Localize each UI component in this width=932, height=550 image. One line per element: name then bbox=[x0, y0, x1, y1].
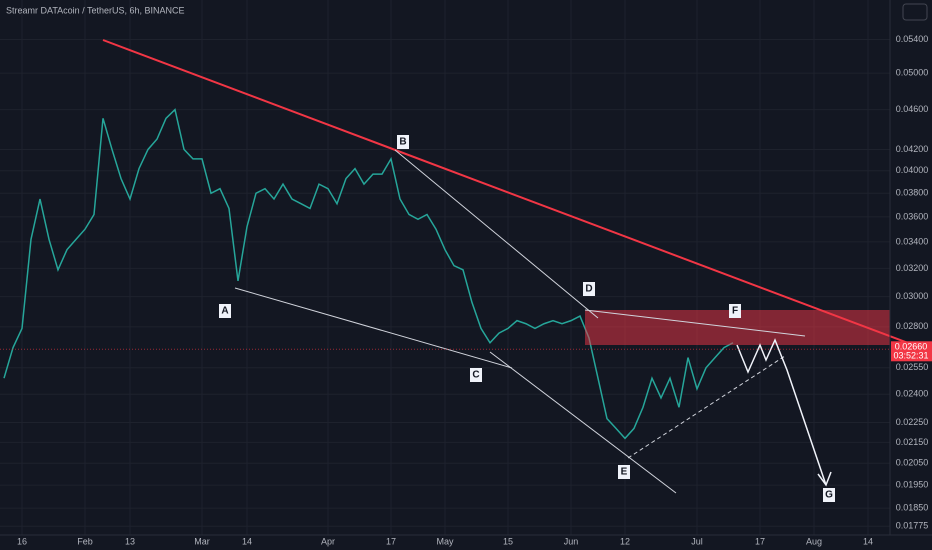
y-tick-label: 0.05000 bbox=[896, 68, 929, 78]
x-tick-label: 14 bbox=[863, 536, 873, 546]
countdown: 03:52:31 bbox=[893, 351, 928, 361]
y-tick-label: 0.01775 bbox=[896, 521, 929, 531]
point-label: B bbox=[397, 135, 409, 149]
x-tick-label: Jun bbox=[564, 536, 579, 546]
y-tick-label: 0.04600 bbox=[896, 104, 929, 114]
chart-title: Streamr DATAcoin / TetherUS, 6h, BINANCE bbox=[6, 5, 185, 15]
price-line bbox=[3, 108, 734, 440]
settings-button[interactable] bbox=[902, 3, 928, 21]
arrow-head bbox=[817, 471, 832, 487]
point-label: E bbox=[618, 465, 630, 479]
trend-line bbox=[102, 39, 932, 353]
y-tick-label: 0.05400 bbox=[896, 34, 929, 44]
point-label-text: C bbox=[472, 370, 479, 381]
x-tick-label: 15 bbox=[503, 536, 513, 546]
trend-line bbox=[394, 149, 599, 319]
y-tick-label: 0.02150 bbox=[896, 437, 929, 447]
x-tick-label: 17 bbox=[755, 536, 765, 546]
x-tick-label: May bbox=[436, 536, 454, 546]
y-tick-label: 0.02050 bbox=[896, 458, 929, 468]
y-tick-label: 0.03800 bbox=[896, 188, 929, 198]
trend-line bbox=[234, 287, 513, 369]
x-tick-label: 17 bbox=[386, 536, 396, 546]
point-label: G bbox=[823, 488, 835, 502]
y-tick-label: 0.03600 bbox=[896, 211, 929, 221]
x-tick-label: 16 bbox=[17, 536, 27, 546]
point-label: A bbox=[219, 304, 231, 318]
x-tick-label: 14 bbox=[242, 536, 252, 546]
y-tick-label: 0.04000 bbox=[896, 165, 929, 175]
axes: 0.05400 0.05000 0.04600 0.04200 0.04000 0.038… bbox=[0, 34, 932, 546]
point-label: C bbox=[470, 368, 482, 382]
point-label-text: A bbox=[221, 306, 228, 317]
x-tick-label: 12 bbox=[620, 536, 630, 546]
y-tick-label: 0.03400 bbox=[896, 236, 929, 246]
x-tick-label: 13 bbox=[125, 536, 135, 546]
y-tick-label: 0.03200 bbox=[896, 263, 929, 273]
drawings bbox=[102, 39, 932, 494]
point-label-text: D bbox=[585, 284, 592, 295]
x-tick-label: Feb bbox=[77, 536, 93, 546]
last-price-label: 0.02660 bbox=[895, 342, 928, 352]
point-label-text: F bbox=[732, 306, 738, 317]
trend-line bbox=[489, 351, 677, 494]
x-tick-label: Mar bbox=[194, 536, 210, 546]
last-price-tag bbox=[891, 341, 932, 362]
y-tick-label: 0.02550 bbox=[896, 362, 929, 372]
trend-line bbox=[627, 355, 786, 459]
x-tick-label: Aug bbox=[806, 536, 822, 546]
projection-path bbox=[736, 338, 827, 486]
price-series bbox=[3, 108, 734, 440]
y-tick-label: 0.02400 bbox=[896, 389, 929, 399]
trend-line bbox=[584, 309, 806, 337]
point-label-text: B bbox=[399, 137, 406, 148]
point-label-text: G bbox=[825, 490, 833, 501]
y-tick-label: 0.01950 bbox=[896, 480, 929, 490]
x-tick-label: Apr bbox=[321, 536, 335, 546]
point-label: F bbox=[729, 304, 741, 318]
y-tick-label: 0.03000 bbox=[896, 291, 929, 301]
y-tick-label: 0.02800 bbox=[896, 321, 929, 331]
y-tick-label: 0.01850 bbox=[896, 503, 929, 513]
point-label: D bbox=[583, 282, 595, 296]
y-tick-label: 0.04200 bbox=[896, 144, 929, 154]
y-tick-label: 0.02250 bbox=[896, 417, 929, 427]
x-tick-label: Jul bbox=[691, 536, 703, 546]
point-label-text: E bbox=[621, 467, 628, 478]
grid bbox=[0, 0, 890, 535]
